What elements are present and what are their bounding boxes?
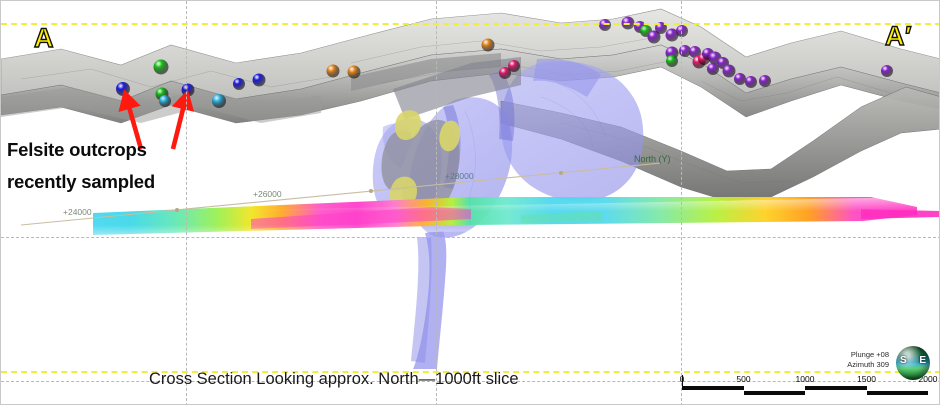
drillhole-marker-purple-35[interactable] bbox=[881, 65, 893, 77]
drillhole-marker-purple-33[interactable] bbox=[745, 76, 757, 88]
drillhole-marker-purple-24[interactable] bbox=[689, 46, 701, 58]
page-caption: Cross Section Looking approx. North—1000… bbox=[149, 370, 519, 388]
drillhole-marker-purple-13[interactable] bbox=[599, 19, 611, 31]
grid-line-horizontal-0 bbox=[1, 237, 939, 238]
scale-bar: 0500100015002000 bbox=[680, 374, 938, 395]
drillhole-marker-blue-4[interactable] bbox=[181, 83, 195, 97]
scale-bar-label-1000: 1000 bbox=[795, 374, 815, 384]
scale-bar-label-2000: 2000 bbox=[918, 374, 938, 384]
scale-bar-label-1500: 1500 bbox=[857, 374, 876, 384]
grid-line-vertical-0 bbox=[186, 1, 187, 404]
scale-bar-segment-3 bbox=[866, 391, 928, 395]
drillhole-marker-magenta-26[interactable] bbox=[698, 53, 710, 65]
coordinate-tick-26000: +26000 bbox=[253, 189, 282, 199]
annotation-line-1: Felsite outcrops bbox=[7, 139, 147, 160]
drillhole-marker-purple-17[interactable] bbox=[647, 30, 661, 44]
drillhole-marker-purple-14[interactable] bbox=[621, 16, 635, 30]
drillhole-marker-purple-19[interactable] bbox=[665, 28, 679, 42]
grid-line-vertical-2 bbox=[681, 1, 682, 404]
arrow-to-right-outcrop bbox=[170, 89, 195, 150]
section-label-a: A bbox=[33, 22, 54, 53]
drillhole-marker-green-23[interactable] bbox=[666, 55, 678, 67]
drillhole-marker-magenta-12[interactable] bbox=[508, 60, 520, 72]
section-boundary-line-0 bbox=[1, 23, 939, 25]
drillhole-marker-layer[interactable] bbox=[116, 16, 893, 109]
compass-mark-east: E bbox=[919, 355, 926, 366]
drillhole-marker-cyan-3[interactable] bbox=[159, 95, 171, 107]
drillhole-marker-purple-28[interactable] bbox=[708, 51, 722, 65]
drillhole-marker-orange-10[interactable] bbox=[481, 38, 495, 52]
scale-bar-segment-0 bbox=[682, 386, 744, 390]
scale-bar-track bbox=[682, 375, 928, 395]
drillhole-marker-green-2[interactable] bbox=[155, 87, 169, 101]
drillhole-marker-blue-0[interactable] bbox=[116, 82, 130, 96]
drillhole-marker-magenta-25[interactable] bbox=[692, 55, 706, 69]
drillhole-marker-purple-29[interactable] bbox=[707, 63, 719, 75]
grade-heatmap-band bbox=[93, 197, 939, 237]
scale-bar-label-500: 500 bbox=[736, 374, 751, 384]
coordinate-tick-24000: +24000 bbox=[63, 207, 92, 217]
scale-bar-origin-tick bbox=[682, 375, 683, 389]
drillhole-marker-purple-27[interactable] bbox=[702, 48, 714, 60]
drillhole-marker-green-16[interactable] bbox=[640, 25, 652, 37]
compass-readout: Plunge +08 Azimuth 309 bbox=[821, 350, 889, 370]
drillhole-marker-blue-7[interactable] bbox=[252, 73, 266, 87]
section-label-a-prime: A′ bbox=[884, 20, 912, 51]
drillhole-marker-orange-9[interactable] bbox=[347, 65, 361, 79]
scale-bar-labels: 0500100015002000 bbox=[680, 374, 938, 386]
compass-azimuth: Azimuth 309 bbox=[847, 360, 889, 370]
drillhole-marker-purple-31[interactable] bbox=[722, 64, 736, 78]
ore-body-model bbox=[372, 57, 644, 369]
drillhole-marker-purple-15[interactable] bbox=[634, 21, 646, 33]
drillhole-marker-purple-21[interactable] bbox=[665, 46, 679, 60]
drillhole-marker-purple-18[interactable] bbox=[655, 22, 667, 34]
north-axis-label: North (Y) bbox=[634, 154, 671, 164]
annotation-line-2: recently sampled bbox=[7, 171, 155, 192]
drillhole-marker-purple-32[interactable] bbox=[734, 73, 746, 85]
grid-line-vertical-1 bbox=[436, 1, 437, 404]
scale-bar-segment-1 bbox=[743, 391, 805, 395]
compass-orientation-icon[interactable]: S E bbox=[896, 346, 930, 380]
compass-plunge: Plunge +08 bbox=[850, 350, 889, 359]
drillhole-marker-cyan-5[interactable] bbox=[212, 94, 226, 108]
coordinate-tick-28000: +28000 bbox=[445, 171, 474, 181]
drillhole-marker-magenta-11[interactable] bbox=[499, 67, 511, 79]
drillhole-marker-orange-8[interactable] bbox=[326, 64, 340, 78]
drillhole-marker-blue-6[interactable] bbox=[233, 78, 245, 90]
drillhole-marker-purple-20[interactable] bbox=[676, 25, 688, 37]
drillhole-marker-purple-34[interactable] bbox=[759, 75, 771, 87]
compass-mark-south: S bbox=[900, 355, 907, 366]
drillhole-marker-purple-30[interactable] bbox=[717, 57, 729, 69]
drillhole-marker-green-1[interactable] bbox=[153, 59, 169, 75]
scale-bar-segment-2 bbox=[805, 386, 867, 390]
drillhole-marker-purple-22[interactable] bbox=[679, 45, 691, 57]
